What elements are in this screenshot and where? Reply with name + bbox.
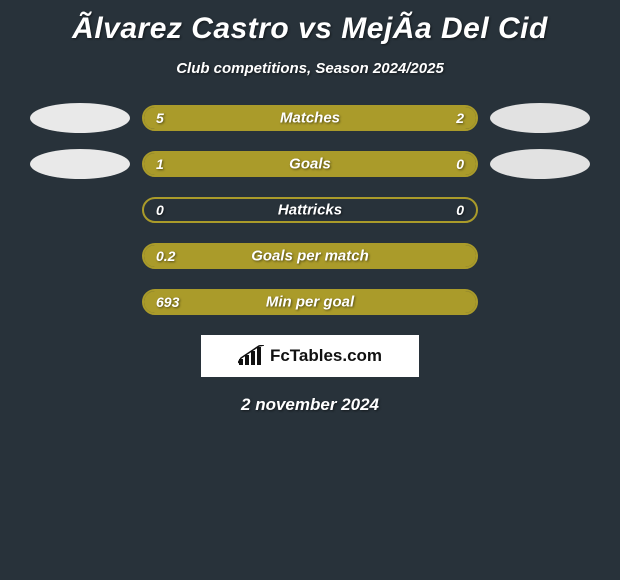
stat-label: Matches <box>280 110 340 127</box>
stat-value-left: 0 <box>156 202 164 218</box>
stat-row: 0.2 Goals per match <box>0 243 620 269</box>
player-left-ellipse <box>30 103 130 133</box>
stat-value-left: 693 <box>156 294 179 310</box>
stat-row: 1 0 Goals <box>0 151 620 177</box>
bar-left-fill <box>144 107 381 129</box>
stat-value-right: 0 <box>456 202 464 218</box>
snapshot-date: 2 november 2024 <box>0 395 620 415</box>
stat-value-left: 5 <box>156 110 164 126</box>
stat-row: 0 0 Hattricks <box>0 197 620 223</box>
stat-value-right: 2 <box>456 110 464 126</box>
comparison-title: Ãlvarez Castro vs MejÃ­a Del Cid <box>0 0 620 46</box>
stat-bar: 0.2 Goals per match <box>142 243 478 269</box>
bars-icon <box>238 345 264 367</box>
fctables-logo: FcTables.com <box>201 335 419 377</box>
player-left-ellipse <box>30 149 130 179</box>
bar-left-fill <box>144 153 410 175</box>
stat-label: Min per goal <box>266 294 354 311</box>
stat-row: 693 Min per goal <box>0 289 620 315</box>
player-right-ellipse <box>490 149 590 179</box>
stats-rows: 5 2 Matches 1 0 Goals 0 0 Hattricks 0.2 Goals per … <box>0 105 620 315</box>
stat-row: 5 2 Matches <box>0 105 620 131</box>
logo-text: FcTables.com <box>270 346 382 366</box>
stat-bar: 0 0 Hattricks <box>142 197 478 223</box>
stat-bar: 5 2 Matches <box>142 105 478 131</box>
player-right-ellipse <box>490 103 590 133</box>
stat-value-right: 0 <box>456 156 464 172</box>
bar-right-fill <box>410 153 476 175</box>
comparison-subtitle: Club competitions, Season 2024/2025 <box>0 60 620 77</box>
stat-label: Goals per match <box>251 248 369 265</box>
stat-value-left: 0.2 <box>156 248 175 264</box>
stat-label: Hattricks <box>278 202 342 219</box>
stat-value-left: 1 <box>156 156 164 172</box>
stat-label: Goals <box>289 156 331 173</box>
stat-bar: 693 Min per goal <box>142 289 478 315</box>
stat-bar: 1 0 Goals <box>142 151 478 177</box>
